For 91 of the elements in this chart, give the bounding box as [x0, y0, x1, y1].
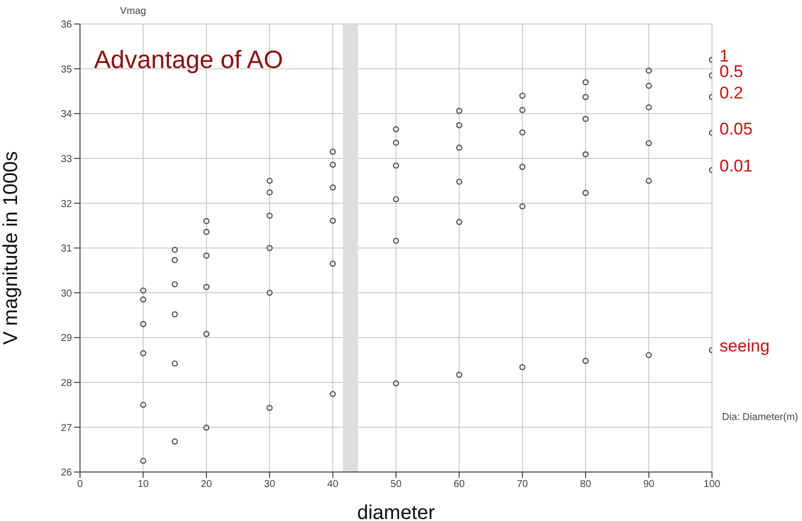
point — [172, 256, 178, 264]
point — [203, 284, 210, 290]
point — [330, 218, 336, 224]
point — [140, 458, 146, 464]
point — [456, 108, 462, 114]
x-tick-label: 60 — [454, 479, 466, 490]
point — [392, 162, 400, 169]
point — [456, 372, 462, 378]
point — [582, 151, 589, 158]
series-label: 0.2 — [719, 84, 744, 103]
point — [172, 311, 178, 318]
point — [392, 126, 400, 132]
point — [456, 122, 462, 128]
point — [266, 290, 273, 296]
point — [646, 82, 652, 89]
point — [266, 212, 273, 219]
point — [519, 164, 526, 170]
point — [266, 404, 273, 412]
y-tick-label: 36 — [60, 20, 72, 31]
y-axis-title: V magnitude in 1000s — [0, 151, 22, 345]
x-tick-label: 80 — [580, 479, 592, 490]
x-tick-label: 0 — [77, 479, 84, 490]
point — [456, 144, 462, 151]
text: Advantage of AO — [94, 46, 284, 75]
point — [266, 244, 273, 252]
point — [456, 218, 462, 226]
point — [330, 260, 336, 267]
y-tick-label: 35 — [60, 64, 72, 76]
y-tick-label: 28 — [60, 378, 72, 389]
point — [203, 330, 210, 338]
point — [519, 106, 526, 114]
x-tick-label: 10 — [138, 479, 150, 490]
point — [582, 94, 589, 100]
point — [140, 350, 146, 356]
text: Dia: Diameter(m) — [722, 412, 800, 423]
point — [172, 246, 178, 253]
series-label: 0.05 — [719, 119, 753, 138]
x-tick-label: 100 — [704, 479, 721, 490]
x-tick-label: 50 — [390, 479, 402, 490]
point — [646, 352, 652, 358]
point — [519, 364, 526, 370]
point — [203, 218, 210, 224]
y-tick-label: 30 — [60, 288, 72, 300]
point — [392, 196, 400, 202]
point — [646, 67, 652, 74]
point — [519, 92, 526, 99]
point — [140, 321, 146, 328]
point — [519, 129, 526, 136]
point — [646, 140, 652, 146]
x-tick-label: 70 — [516, 479, 528, 490]
x-axis-title: diameter — [357, 502, 436, 521]
point — [519, 203, 526, 210]
y-tick-label: 26 — [60, 468, 72, 479]
point — [266, 178, 273, 184]
point — [646, 104, 652, 110]
point — [330, 148, 336, 155]
point — [140, 402, 146, 408]
y-tick-label: 27 — [60, 422, 72, 434]
point — [140, 296, 146, 303]
point — [582, 116, 589, 122]
point — [456, 178, 462, 185]
point — [203, 252, 210, 259]
series-label: 0.01 — [719, 156, 753, 176]
point — [582, 190, 589, 196]
y-tick-label: 33 — [60, 154, 72, 165]
text: Vmag — [120, 6, 146, 17]
point — [172, 281, 178, 288]
point — [392, 238, 400, 244]
point — [172, 360, 178, 367]
y-tick-label: 29 — [60, 333, 72, 344]
point — [582, 79, 589, 86]
point — [392, 380, 400, 386]
point — [330, 184, 336, 191]
point — [392, 140, 400, 146]
series-label: seeing — [719, 336, 770, 356]
point — [266, 189, 273, 196]
x-tick-label: 90 — [643, 479, 655, 490]
point — [330, 162, 336, 168]
point — [330, 390, 336, 398]
point — [646, 178, 652, 184]
y-tick-label: 31 — [60, 244, 72, 255]
y-tick-label: 32 — [60, 198, 72, 210]
y-tick-label: 34 — [60, 109, 72, 120]
x-tick-label: 20 — [200, 479, 212, 490]
x-tick-label: 40 — [327, 479, 339, 490]
point — [203, 424, 210, 431]
point — [140, 287, 146, 294]
point — [203, 228, 210, 235]
point — [582, 358, 589, 364]
x-tick-label: 30 — [264, 479, 276, 490]
point — [172, 438, 178, 445]
